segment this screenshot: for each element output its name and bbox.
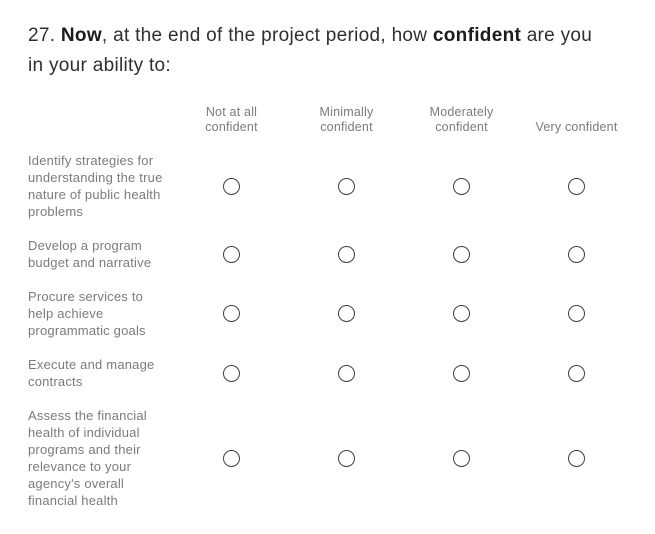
radio-row4-col2[interactable]	[453, 449, 470, 467]
radio-row0-col0[interactable]	[223, 177, 240, 195]
question-number: 27.	[28, 25, 61, 46]
question-emphasis-now: Now	[60, 25, 102, 46]
radio-row1-col1[interactable]	[338, 245, 355, 263]
radio-row3-col3[interactable]	[568, 364, 585, 382]
row-label: Assess the financial health of individua…	[28, 408, 147, 508]
radio-row2-col2[interactable]	[453, 305, 470, 322]
radio-row0-col3[interactable]	[568, 177, 585, 195]
radio-row4-col3[interactable]	[568, 449, 585, 467]
radio-row0-col2[interactable]	[453, 177, 470, 195]
row-label: Procure services to help achieve program…	[28, 289, 146, 338]
matrix-row-execute-contracts: Execute and manage contracts	[28, 356, 635, 390]
radio-row3-col0[interactable]	[223, 364, 240, 382]
radio-row1-col0[interactable]	[223, 245, 240, 263]
column-header-minimally: Minimally confident	[319, 105, 374, 134]
question-suffix: are you in your ability to:	[28, 25, 593, 76]
column-header-moderately: Moderately confident	[429, 105, 494, 134]
matrix-row-procure-services: Procure services to help achieve program…	[28, 288, 635, 339]
matrix-question-grid: Not at all confident Minimally confident…	[28, 103, 635, 509]
radio-row0-col1[interactable]	[338, 177, 355, 195]
matrix-row-identify-strategies: Identify strategies for understanding th…	[28, 152, 635, 220]
matrix-header-row: Not at all confident Minimally confident…	[28, 103, 635, 135]
row-label: Execute and manage contracts	[28, 357, 155, 389]
question-middle: , at the end of the project period, how	[101, 25, 433, 46]
question-emphasis-confident: confident	[432, 25, 522, 46]
row-label: Identify strategies for understanding th…	[28, 153, 163, 219]
radio-row2-col3[interactable]	[568, 305, 585, 322]
column-header-not-at-all: Not at all confident	[205, 105, 258, 134]
radio-row1-col3[interactable]	[568, 245, 585, 263]
matrix-row-develop-budget: Develop a program budget and narrative	[28, 237, 635, 271]
column-header-very: Very confident	[535, 120, 618, 134]
question-text: 27. Now, at the end of the project perio…	[28, 21, 606, 81]
radio-row3-col2[interactable]	[453, 364, 470, 382]
radio-row2-col0[interactable]	[223, 305, 240, 322]
row-label: Develop a program budget and narrative	[28, 238, 152, 270]
radio-row1-col2[interactable]	[453, 245, 470, 263]
radio-row4-col1[interactable]	[338, 449, 355, 467]
radio-row2-col1[interactable]	[338, 305, 355, 322]
radio-row4-col0[interactable]	[223, 449, 240, 467]
radio-row3-col1[interactable]	[338, 364, 355, 382]
matrix-row-assess-financial-health: Assess the financial health of individua…	[28, 407, 635, 509]
